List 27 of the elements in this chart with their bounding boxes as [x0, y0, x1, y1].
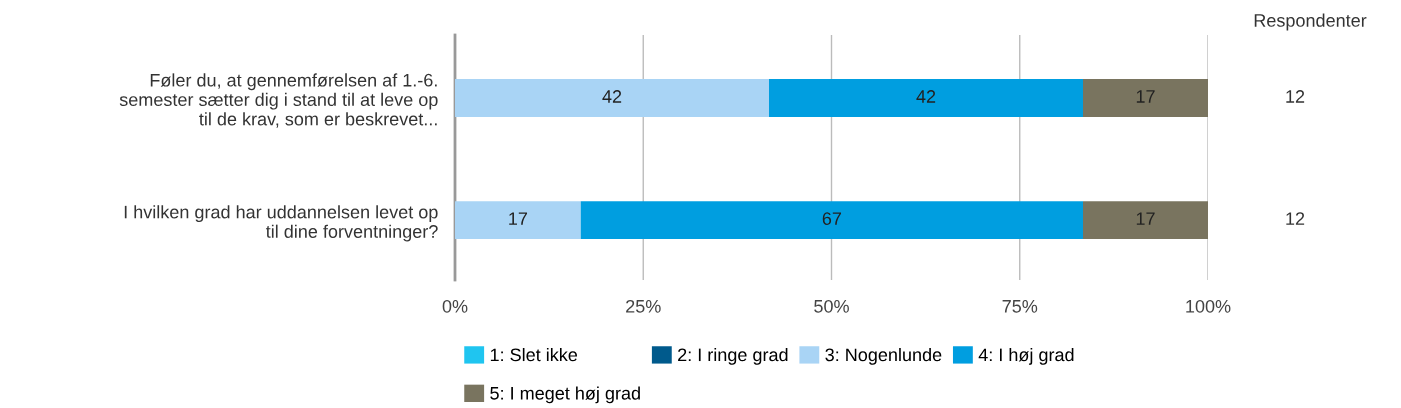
legend-label: 5: I meget høj grad	[490, 386, 640, 404]
x-tick-label: 50%	[814, 299, 849, 313]
legend-label: 4: I høj grad	[978, 347, 1074, 365]
legend-label: 2: I ringe grad	[678, 347, 788, 365]
data-label: 67	[822, 212, 842, 225]
bar	[1083, 79, 1208, 117]
bar	[580, 201, 1083, 240]
y-tick-label: Føler du, at gennemførelsen af 1.-6. semester sætter dig i stand til at leve op til de krav, som er beskrevet...	[119, 73, 438, 128]
text: Respondenter	[1254, 13, 1367, 31]
bar	[769, 79, 1083, 117]
bar	[455, 79, 769, 117]
data-label: 17	[509, 212, 528, 225]
bar	[455, 201, 581, 240]
bar	[1083, 201, 1208, 240]
x-tick-label: 75%	[1002, 300, 1038, 313]
x-tick-label: 100%	[1186, 299, 1231, 313]
legend-label: 3: Nogenlunde	[825, 347, 942, 365]
data-label: 17	[1136, 90, 1155, 103]
x-tick-label: 25%	[626, 299, 661, 313]
y-tick-label: I hvilken grad har uddannelsen levet op til dine forventninger?	[124, 205, 438, 242]
data-label: 42	[916, 90, 936, 103]
data-label: 42	[602, 90, 622, 103]
text: 12	[1286, 90, 1305, 103]
data-label: 17	[1136, 212, 1155, 225]
x-tick-label: 0%	[442, 299, 468, 313]
legend-label: 1: Slet ikke	[490, 347, 578, 362]
text: 12	[1286, 212, 1305, 225]
